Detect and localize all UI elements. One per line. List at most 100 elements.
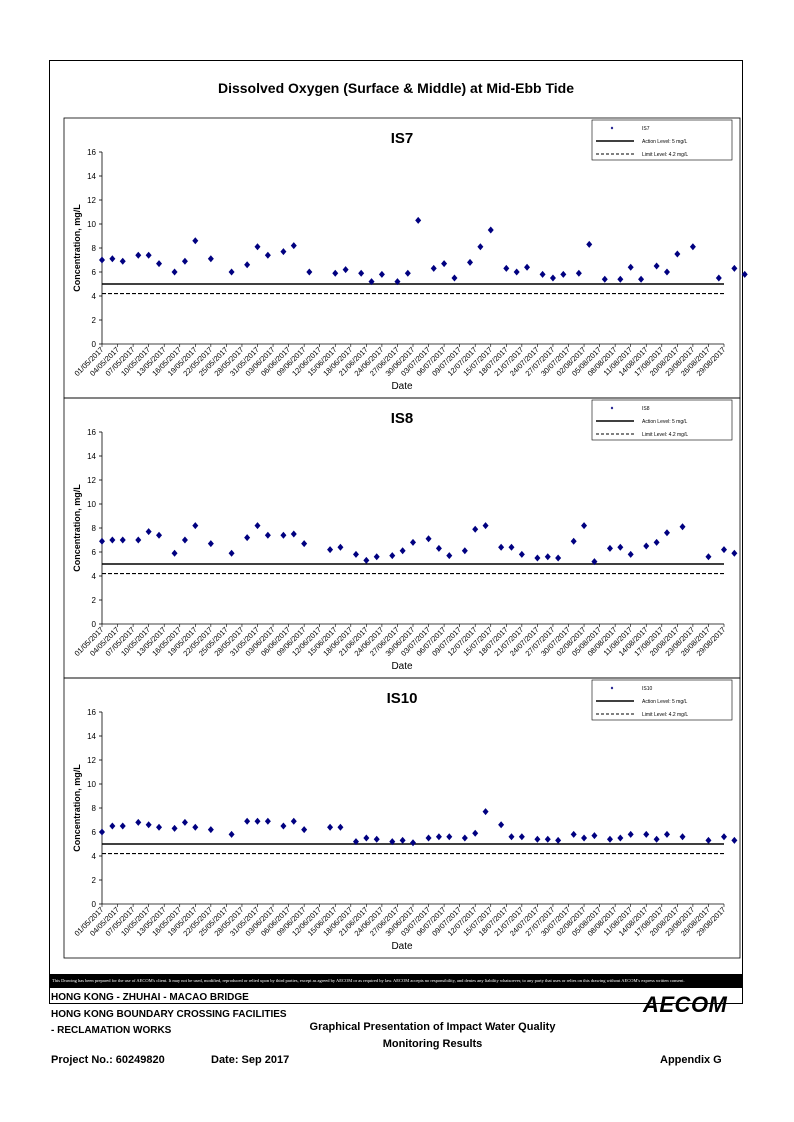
data-point bbox=[192, 522, 199, 530]
data-point bbox=[207, 255, 214, 263]
y-tick-label: 6 bbox=[92, 548, 97, 557]
data-point bbox=[498, 543, 505, 551]
data-point bbox=[99, 256, 105, 264]
data-point bbox=[679, 523, 686, 531]
data-point bbox=[721, 546, 727, 554]
data-point bbox=[586, 240, 593, 248]
data-point bbox=[373, 553, 380, 561]
y-tick-label: 6 bbox=[92, 268, 97, 277]
y-tick-label: 16 bbox=[87, 148, 96, 157]
data-point bbox=[539, 270, 546, 278]
data-point bbox=[399, 547, 406, 555]
y-tick-label: 10 bbox=[87, 780, 96, 789]
data-point bbox=[119, 536, 126, 544]
data-point bbox=[181, 257, 188, 265]
data-point bbox=[192, 237, 199, 245]
y-tick-label: 10 bbox=[87, 500, 96, 509]
legend-entry: IS7 bbox=[642, 126, 650, 132]
y-tick-label: 0 bbox=[92, 900, 97, 909]
data-point bbox=[689, 243, 696, 251]
data-point bbox=[627, 550, 634, 558]
data-point bbox=[560, 270, 567, 278]
data-point bbox=[352, 838, 359, 846]
data-point bbox=[715, 274, 722, 282]
y-tick-label: 12 bbox=[87, 476, 96, 485]
project-name-line2: HONG KONG BOUNDARY CROSSING FACILITIES bbox=[51, 1009, 287, 1020]
data-point bbox=[430, 264, 437, 272]
legend-box bbox=[591, 679, 733, 721]
data-point bbox=[410, 538, 416, 546]
chart-is8: IS8024681012141601/05/201704/05/201707/0… bbox=[63, 397, 741, 679]
appendix-label: Appendix G bbox=[660, 1054, 722, 1066]
data-point bbox=[135, 818, 142, 826]
data-point bbox=[643, 542, 650, 550]
project-number: Project No.: 60249820 bbox=[51, 1054, 165, 1066]
data-point bbox=[228, 549, 235, 557]
data-point bbox=[363, 834, 370, 842]
data-point bbox=[171, 268, 178, 276]
data-point bbox=[244, 817, 251, 825]
y-tick-label: 4 bbox=[92, 572, 97, 581]
y-tick-label: 14 bbox=[87, 452, 96, 461]
y-tick-label: 12 bbox=[87, 756, 96, 765]
data-point bbox=[368, 278, 375, 286]
y-tick-label: 12 bbox=[87, 196, 96, 205]
legend-marker bbox=[610, 686, 614, 690]
data-point bbox=[731, 264, 738, 272]
y-axis-label: Concentration, mg/L bbox=[72, 484, 82, 572]
data-point bbox=[653, 538, 660, 546]
data-point bbox=[581, 522, 588, 530]
data-point bbox=[264, 817, 271, 825]
y-tick-label: 4 bbox=[92, 852, 97, 861]
x-axis-label: Date bbox=[391, 381, 413, 392]
legend-entry: Limit Level: 4.2 mg/L bbox=[642, 712, 688, 718]
x-axis-label: Date bbox=[391, 941, 413, 952]
data-point bbox=[544, 835, 551, 843]
data-point bbox=[290, 530, 297, 538]
data-point bbox=[534, 835, 541, 843]
project-name-line1: HONG KONG - ZHUHAI - MACAO BRIDGE bbox=[51, 992, 249, 1003]
legend-entry: Action Level: 5 mg/L bbox=[642, 699, 688, 705]
data-point bbox=[156, 260, 163, 268]
data-point bbox=[663, 830, 670, 838]
drawing-title-line2: Monitoring Results bbox=[382, 1038, 483, 1050]
data-point bbox=[181, 536, 188, 544]
aecom-logo: AECOM bbox=[643, 992, 728, 1017]
data-point bbox=[207, 540, 214, 548]
data-point bbox=[109, 536, 116, 544]
page-title: Dissolved Oxygen (Surface & Middle) at M… bbox=[217, 80, 575, 96]
data-point bbox=[306, 268, 313, 276]
data-point bbox=[327, 546, 334, 554]
data-point bbox=[280, 248, 287, 256]
legend-entry: IS10 bbox=[642, 686, 653, 692]
y-axis-label: Concentration, mg/L bbox=[72, 764, 82, 852]
data-point bbox=[446, 552, 453, 560]
data-point bbox=[503, 264, 510, 272]
data-point bbox=[99, 537, 105, 545]
data-point bbox=[337, 823, 344, 831]
chart-title: IS7 bbox=[391, 130, 414, 147]
y-axis-label: Concentration, mg/L bbox=[72, 204, 82, 292]
data-point bbox=[591, 558, 598, 566]
legend-marker bbox=[610, 126, 614, 130]
data-point bbox=[290, 817, 297, 825]
data-point bbox=[591, 832, 598, 840]
data-point bbox=[363, 556, 370, 564]
data-point bbox=[254, 522, 261, 530]
data-point bbox=[555, 554, 562, 562]
data-point bbox=[498, 821, 505, 829]
data-point bbox=[109, 255, 116, 263]
legend-entry: Limit Level: 4.2 mg/L bbox=[642, 432, 688, 438]
data-point bbox=[721, 833, 727, 841]
data-point bbox=[513, 268, 520, 276]
data-point bbox=[145, 251, 152, 259]
data-point bbox=[415, 216, 422, 224]
data-point bbox=[741, 270, 748, 278]
data-point bbox=[482, 522, 489, 530]
data-point bbox=[638, 275, 645, 283]
data-point bbox=[192, 823, 199, 831]
chart-is7: IS7024681012141601/05/201704/05/201707/0… bbox=[63, 117, 748, 399]
data-point bbox=[575, 269, 582, 277]
data-point bbox=[394, 278, 401, 286]
legend-box bbox=[591, 119, 733, 161]
